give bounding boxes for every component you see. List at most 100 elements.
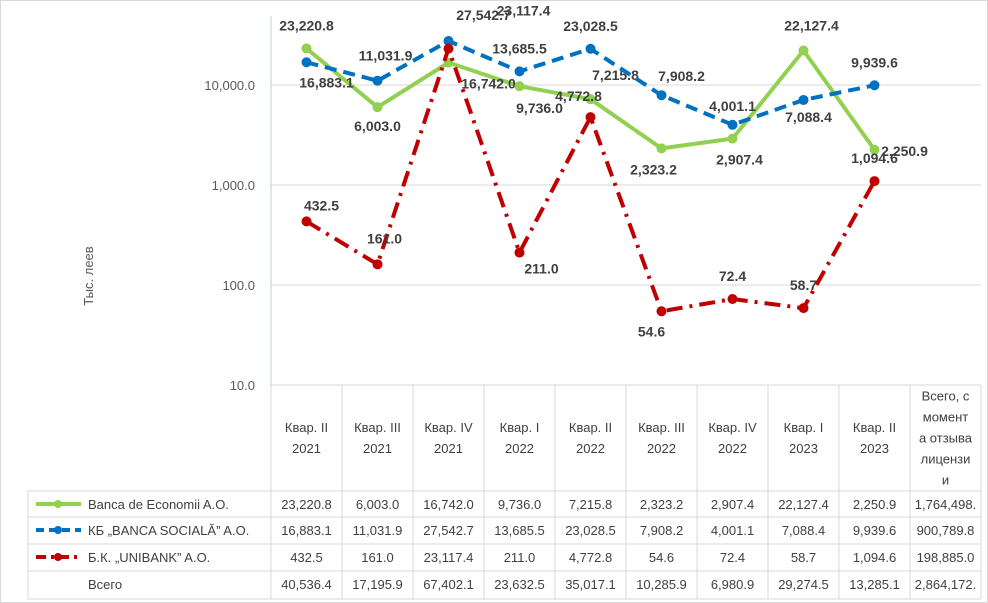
table-cell: 9,736.0 — [498, 497, 541, 512]
data-point — [514, 66, 525, 77]
x-tick-label: 2021 — [434, 441, 463, 456]
y-tick-label: 10,000.0 — [204, 78, 255, 93]
table-cell: 27,542.7 — [423, 523, 474, 538]
table-cell: 211.0 — [504, 550, 536, 565]
table-cell: 10,285.9 — [636, 577, 687, 592]
table-cell: 4,001.1 — [711, 523, 754, 538]
table-cell: 67,402.1 — [423, 577, 474, 592]
table-cell: 16,883.1 — [281, 523, 332, 538]
x-tick-label: 2021 — [363, 441, 392, 456]
data-point — [372, 259, 383, 270]
table-cell: 1,094.6 — [853, 550, 896, 565]
x-tick-label: 2022 — [647, 441, 676, 456]
data-label: 16,883.1 — [299, 74, 354, 90]
data-label: 6,003.0 — [354, 118, 401, 134]
data-point — [656, 306, 667, 317]
data-label: 16,742.0 — [461, 76, 516, 92]
x-tick-label: 2023 — [860, 441, 889, 456]
data-point — [301, 216, 312, 227]
x-tick-label: Всего, с — [922, 389, 970, 404]
legend-marker — [54, 500, 62, 508]
data-label: 9,939.6 — [851, 54, 898, 70]
table-cell: 7,088.4 — [782, 523, 825, 538]
data-label: 9,736.0 — [516, 100, 563, 116]
legend-label: Б.К. „UNIBANK” A.O. — [88, 550, 210, 565]
x-tick-label: 2023 — [789, 441, 818, 456]
data-point — [585, 112, 596, 123]
table-cell: 6,003.0 — [356, 497, 399, 512]
table-cell: 54.6 — [649, 550, 674, 565]
x-tick-label: Квар. IV — [708, 420, 757, 435]
table-cell: 2,250.9 — [853, 497, 896, 512]
data-label: 2,907.4 — [716, 152, 763, 168]
x-tick-label: и — [942, 473, 949, 488]
x-tick-label: а отзыва — [919, 431, 973, 446]
table-cell: 72.4 — [720, 550, 745, 565]
data-point — [372, 75, 383, 86]
x-tick-label: 2022 — [576, 441, 605, 456]
table-cell: 23,117.4 — [424, 550, 474, 565]
data-point — [514, 247, 525, 258]
data-label: 23,117.4 — [497, 3, 551, 19]
table-cell: 161.0 — [361, 550, 394, 565]
data-label: 7,088.4 — [785, 109, 832, 125]
total-row-label: Всего — [88, 577, 122, 592]
data-label: 1,094.6 — [851, 150, 898, 166]
data-label: 7,908.2 — [658, 68, 705, 84]
x-tick-label: Квар. II — [853, 420, 896, 435]
data-point — [372, 102, 383, 113]
data-label: 7,215.8 — [592, 67, 639, 83]
y-tick-label: 1,000.0 — [212, 178, 255, 193]
x-tick-label: 2022 — [505, 441, 534, 456]
data-label: 22,127.4 — [784, 18, 839, 34]
data-point — [301, 43, 312, 54]
data-point — [869, 176, 880, 187]
x-tick-label: Квар. I — [500, 420, 540, 435]
data-point — [727, 133, 738, 144]
legend-marker — [54, 553, 62, 561]
table-cell: 40,536.4 — [281, 577, 332, 592]
table-cell: 35,017.1 — [565, 577, 616, 592]
x-tick-label: Квар. III — [354, 420, 401, 435]
x-tick-label: Квар. I — [784, 420, 824, 435]
data-point — [301, 57, 312, 68]
data-point — [798, 45, 809, 56]
data-label: 23,028.5 — [563, 18, 618, 34]
table-cell: 16,742.0 — [423, 497, 474, 512]
table-cell: 23,028.5 — [565, 523, 616, 538]
table-cell: 4,772.8 — [569, 550, 612, 565]
data-label: 2,250.9 — [881, 143, 928, 159]
data-point — [585, 43, 596, 54]
data-label: 432.5 — [304, 197, 339, 213]
data-label: 23,220.8 — [279, 17, 334, 33]
y-tick-label: 10.0 — [230, 378, 255, 393]
x-tick-label: Квар. IV — [424, 420, 473, 435]
x-tick-label: 2022 — [718, 441, 747, 456]
x-tick-label: Квар. III — [638, 420, 685, 435]
data-label: 161.0 — [367, 230, 402, 246]
table-cell: 6,980.9 — [711, 577, 754, 592]
data-label: 13,685.5 — [492, 40, 547, 56]
data-point — [869, 80, 880, 91]
table-cell: 2,907.4 — [711, 497, 754, 512]
table-cell: 29,274.5 — [778, 577, 829, 592]
table-cell: 23,220.8 — [281, 497, 332, 512]
x-tick-label: лицензи — [921, 452, 971, 467]
data-point — [443, 35, 454, 46]
table-cell: 7,908.2 — [640, 523, 683, 538]
x-tick-label: 2021 — [292, 441, 321, 456]
table-cell: 2,323.2 — [640, 497, 683, 512]
legend-marker — [54, 526, 62, 534]
table-cell: 2,864,172. — [915, 577, 976, 592]
x-tick-label: момент — [923, 410, 969, 425]
table-cell: 23,632.5 — [494, 577, 545, 592]
data-label: 11,031.9 — [359, 48, 413, 64]
table-cell: 17,195.9 — [352, 577, 403, 592]
data-point — [727, 294, 738, 305]
data-point — [656, 143, 667, 154]
table-cell: 9,939.6 — [853, 523, 896, 538]
x-tick-label: Квар. II — [285, 420, 328, 435]
table-cell: 13,685.5 — [494, 523, 545, 538]
data-point — [727, 119, 738, 130]
table-cell: 432.5 — [290, 550, 323, 565]
